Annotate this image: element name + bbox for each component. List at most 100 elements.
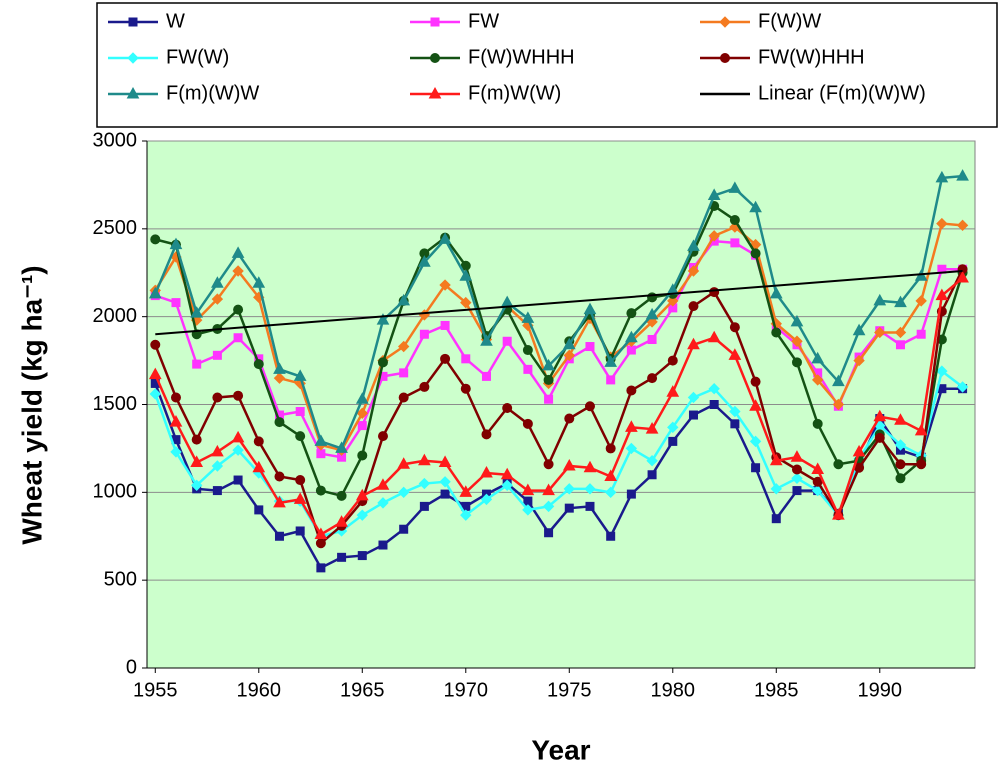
marker: [149, 388, 161, 400]
marker: [274, 417, 285, 428]
marker: [295, 407, 305, 417]
marker: [440, 353, 451, 364]
marker: [585, 342, 595, 352]
marker: [811, 351, 825, 364]
series-line: [155, 269, 963, 336]
marker: [418, 453, 431, 466]
marker: [543, 374, 554, 385]
marker: [377, 357, 388, 368]
legend-label: Linear (F(m)(W)W): [758, 82, 926, 104]
marker: [356, 407, 368, 419]
marker: [170, 446, 182, 458]
marker: [399, 524, 409, 534]
x-tick-label: 1970: [444, 679, 489, 701]
series-line: [154, 204, 964, 498]
series-line: [154, 174, 963, 450]
marker: [190, 455, 204, 467]
series-line: [154, 277, 964, 537]
marker: [314, 527, 328, 539]
marker: [730, 238, 740, 248]
marker: [751, 463, 761, 473]
marker: [626, 308, 637, 319]
marker: [873, 293, 887, 306]
x-tick-label: 1965: [340, 679, 385, 701]
marker: [418, 255, 431, 267]
marker: [211, 460, 224, 472]
marker: [666, 385, 680, 397]
marker: [707, 188, 721, 200]
legend-label: W: [166, 10, 185, 32]
marker: [687, 265, 700, 277]
marker: [397, 457, 411, 469]
marker: [564, 413, 575, 424]
marker: [430, 17, 440, 27]
marker: [439, 279, 451, 291]
marker: [171, 298, 181, 308]
marker: [709, 400, 719, 409]
marker: [729, 405, 741, 418]
marker: [378, 540, 388, 550]
marker: [956, 169, 969, 181]
marker: [583, 460, 597, 473]
marker: [211, 276, 224, 288]
marker: [625, 330, 638, 343]
marker: [293, 492, 307, 504]
marker: [376, 478, 390, 490]
marker: [542, 358, 555, 371]
marker: [521, 483, 535, 496]
marker: [460, 296, 472, 309]
marker: [956, 381, 969, 393]
marker: [728, 348, 742, 360]
marker: [544, 528, 554, 538]
marker: [645, 422, 659, 434]
marker: [169, 415, 183, 427]
marker: [337, 552, 347, 562]
x-tick-label: 1955: [133, 679, 178, 701]
marker: [501, 479, 513, 492]
marker: [521, 311, 535, 323]
marker: [357, 450, 368, 461]
marker: [377, 431, 388, 442]
marker: [730, 419, 740, 429]
marker: [459, 269, 473, 281]
marker: [355, 392, 369, 404]
marker: [667, 295, 679, 307]
legend-label: F(m)W(W): [468, 82, 561, 104]
marker: [894, 413, 907, 425]
marker: [646, 455, 658, 467]
marker: [253, 359, 264, 370]
marker: [150, 234, 161, 245]
marker: [148, 286, 162, 299]
marker: [126, 86, 140, 99]
marker: [253, 436, 264, 447]
marker: [707, 330, 721, 343]
marker: [936, 365, 948, 377]
legend-box: [96, 2, 998, 128]
marker: [212, 392, 223, 403]
marker: [190, 306, 204, 318]
marker: [729, 322, 740, 333]
marker: [128, 17, 138, 27]
marker: [170, 392, 181, 403]
marker: [563, 483, 575, 495]
marker: [480, 465, 493, 478]
marker: [873, 409, 887, 422]
marker: [480, 493, 493, 506]
marker: [563, 349, 575, 362]
legend-label: FW(W): [166, 46, 229, 68]
legend-label: F(m)(W)W: [166, 82, 259, 104]
marker: [687, 337, 700, 350]
marker: [440, 320, 450, 330]
marker: [376, 313, 390, 325]
marker: [956, 270, 969, 283]
marker: [254, 505, 264, 515]
marker: [190, 479, 203, 492]
marker: [895, 473, 906, 484]
marker: [562, 458, 576, 471]
x-axis-title: Year: [531, 734, 590, 765]
series-line: [154, 268, 964, 546]
marker: [894, 439, 907, 451]
marker: [355, 488, 369, 501]
marker: [791, 335, 803, 347]
marker: [585, 501, 595, 511]
